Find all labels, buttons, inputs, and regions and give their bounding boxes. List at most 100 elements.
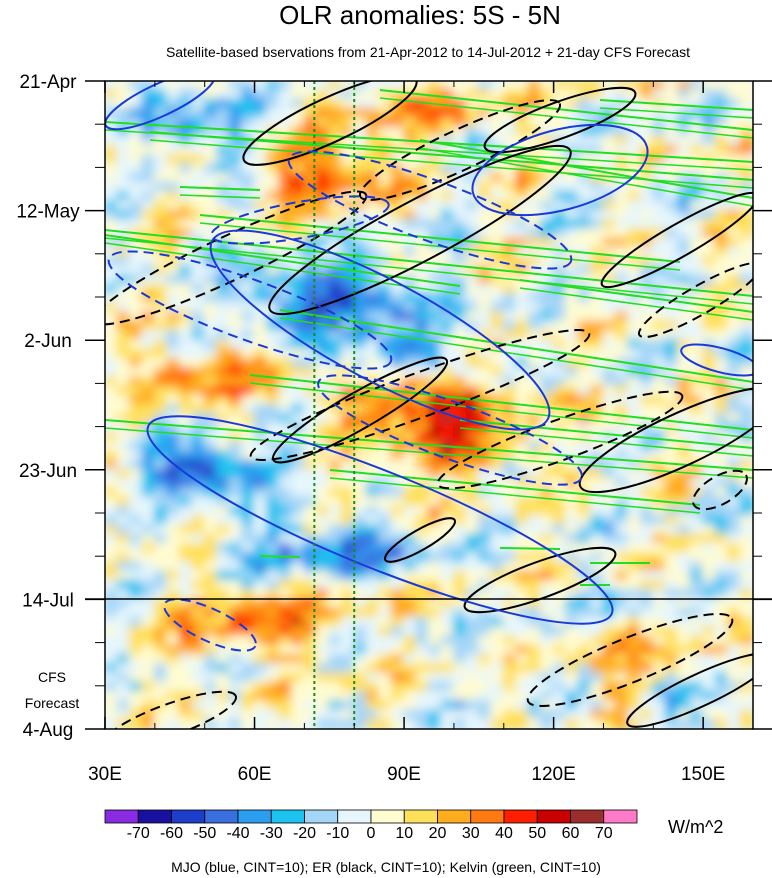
kelvin-contour (329, 469, 701, 506)
mjo-contour (680, 343, 753, 377)
colorbar: -70 -60 -50 -40 -30 -20 -10 0 10 20 30 40 50 60 70 (104, 809, 638, 842)
er-contour (600, 191, 753, 289)
kelvin-contour (179, 194, 261, 199)
forecast-label-line-1: CFS (38, 669, 66, 685)
kelvin-contour (105, 234, 461, 287)
colorbar-level-label: -40 (226, 825, 249, 842)
y-tick-label: 21-Apr (19, 72, 77, 93)
colorbar-level-label: 10 (395, 825, 413, 842)
kelvin-contour (199, 214, 681, 263)
er-contour (526, 613, 734, 707)
kelvin-contour (599, 107, 753, 119)
er-contour (463, 546, 617, 614)
kelvin-contour (329, 477, 701, 514)
colorbar-level-label: 30 (462, 825, 480, 842)
colorbar-level-label: -60 (160, 825, 183, 842)
forecast-label-line-2: Forecast (25, 695, 80, 711)
kelvin-contour (105, 419, 753, 471)
colorbar-swatch (237, 809, 272, 824)
plot-area (105, 81, 753, 729)
kelvin-contour (599, 99, 753, 111)
colorbar-level-label: 60 (562, 825, 580, 842)
mjo-contour (107, 250, 393, 370)
er-contour (268, 144, 572, 316)
kelvin-contour (379, 97, 753, 139)
y-tick-label: 4-Aug (23, 720, 74, 741)
kelvin-contour (379, 89, 753, 131)
x-tick-label: 150E (681, 764, 725, 785)
colorbar-level-label: -20 (293, 825, 316, 842)
colorbar-swatch (470, 809, 505, 824)
colorbar-swatch (137, 809, 172, 824)
mjo-contour (209, 229, 551, 431)
colorbar-swatch (304, 809, 339, 824)
colorbar-swatch (603, 809, 638, 824)
colorbar-level-label: -30 (260, 825, 283, 842)
colorbar-swatch (337, 809, 372, 824)
er-contour (249, 329, 591, 461)
y-tick-label: 12-May (16, 202, 80, 223)
colorbar-level-label: -70 (127, 825, 150, 842)
er-contour (637, 261, 753, 339)
mjo-contour (471, 123, 649, 217)
kelvin-contour (459, 419, 753, 449)
x-tick-label: 90E (387, 764, 421, 785)
colorbar-swatch (503, 809, 538, 824)
y-tick-label: 2-Jun (24, 331, 72, 352)
er-contour (626, 652, 753, 728)
mjo-contour (163, 598, 257, 652)
kelvin-contour (419, 147, 753, 207)
kelvin-contour (519, 287, 753, 321)
mjo-contour (146, 415, 614, 625)
er-contour (578, 386, 753, 494)
kelvin-contour (519, 279, 753, 313)
y-axis: 21-Apr 12-May 2-Jun 23-Jun 14-Jul 4-Aug (16, 72, 772, 741)
er-contour (358, 99, 562, 201)
kelvin-contour (279, 317, 753, 391)
colorbar-swatch (570, 809, 605, 824)
x-tick-label: 30E (88, 764, 122, 785)
colorbar-swatch (403, 809, 438, 824)
colorbar-swatch (536, 809, 571, 824)
kelvin-contour (279, 309, 753, 383)
x-tick-label: 60E (238, 764, 272, 785)
kelvin-contour (419, 139, 753, 199)
colorbar-swatch (171, 809, 206, 824)
kelvin-contour (105, 427, 753, 479)
er-contour (105, 190, 368, 326)
kelvin-contour (199, 222, 681, 271)
colorbar-swatch (204, 809, 239, 824)
kelvin-contour (249, 382, 753, 439)
er-contour (242, 81, 418, 166)
olr-anomaly-field (105, 81, 753, 729)
kelvin-contour (179, 186, 261, 191)
colorbar-swatch (370, 809, 405, 824)
er-contour (436, 390, 684, 490)
x-tick-label: 120E (531, 764, 575, 785)
x-axis: 30E 60E 90E 120E 150E (88, 81, 725, 785)
colorbar-units: W/m^2 (668, 817, 723, 837)
kelvin-contour (459, 427, 753, 457)
colorbar-swatch (270, 809, 305, 824)
kelvin-contour (499, 547, 561, 550)
colorbar-level-label: 20 (429, 825, 447, 842)
kelvin-contour (249, 374, 753, 431)
contour-legend-footer: MJO (blue, CINT=10); ER (black, CINT=10)… (171, 859, 601, 875)
er-contour (483, 86, 637, 154)
kelvin-contour (149, 131, 753, 181)
colorbar-level-label: 40 (495, 825, 513, 842)
reference-longitude-lines (313, 81, 356, 729)
chart-subtitle: Satellite-based bservations from 21-Apr-… (166, 44, 690, 60)
colorbar-level-label: -10 (326, 825, 349, 842)
plot-frame (104, 80, 754, 730)
y-tick-label: 23-Jun (19, 461, 77, 482)
er-contour (105, 690, 238, 729)
mjo-contours (105, 81, 753, 652)
mjo-contour (210, 195, 390, 245)
mjo-contour (317, 374, 583, 486)
kelvin-contour (105, 237, 753, 305)
er-contour (384, 517, 456, 563)
chart-title: OLR anomalies: 5S - 5N (279, 0, 561, 30)
kelvin-contour (259, 555, 301, 558)
colorbar-level-label: -50 (193, 825, 216, 842)
